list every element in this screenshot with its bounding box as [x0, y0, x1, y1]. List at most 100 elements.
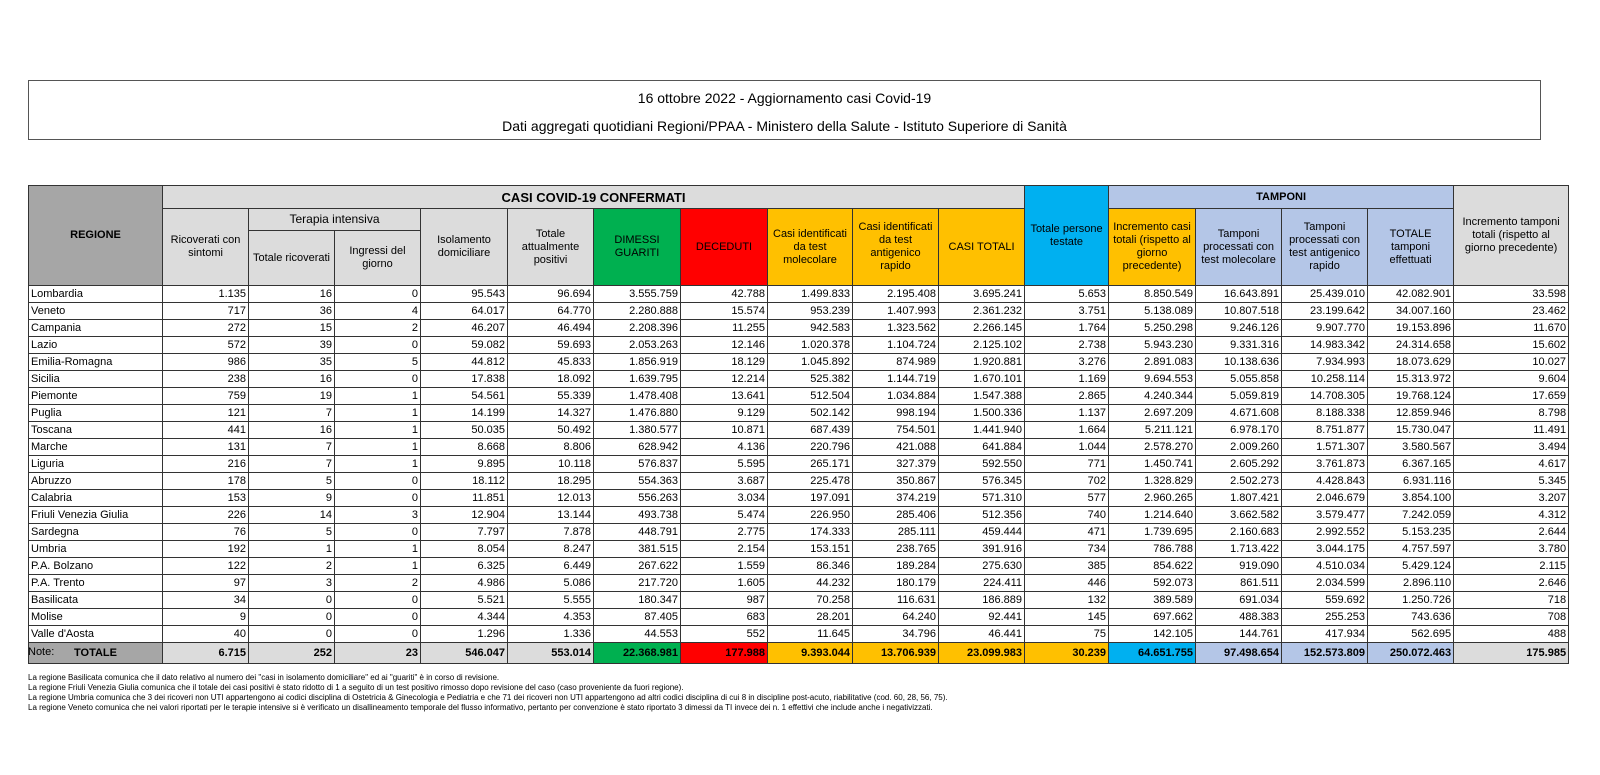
- report-subtitle: Dati aggregati quotidiani Regioni/PPAA -…: [502, 118, 1067, 134]
- cell-isolamento: 12.904: [420, 506, 508, 524]
- cell-totale-ricoverati: 15: [248, 319, 335, 337]
- cell-dimessi: 44.553: [593, 625, 681, 643]
- cell-ricoverati: 122: [162, 557, 249, 575]
- header-tamponi-molecolare: Tamponi processati con test molecolare: [1195, 208, 1283, 286]
- cell-tamponi-totale: 6.367.165: [1367, 455, 1455, 473]
- cell-molecolare: 942.583: [767, 319, 853, 337]
- cell-molecolare: 1.045.892: [767, 353, 853, 371]
- cell-totale-ricoverati: 0: [248, 608, 335, 626]
- cell-tamponi-molecolare: 16.643.891: [1195, 285, 1283, 303]
- total-casi-totali: 23.099.983: [937, 642, 1026, 664]
- cell-antigenico: 1.104.724: [852, 336, 939, 354]
- cell-tamponi-totale: 18.073.629: [1367, 353, 1455, 371]
- cell-regione: Liguria: [28, 455, 163, 473]
- table-row: Campania 272 15 2 46.207 46.494 2.208.396 11.25…: [28, 319, 1570, 337]
- cell-tamponi-antigenico: 2.992.552: [1281, 523, 1369, 541]
- cell-molecolare: 1.499.833: [767, 285, 853, 303]
- cell-deceduti: 2.775: [680, 523, 768, 541]
- total-dimessi: 22.368.981: [593, 642, 681, 664]
- cell-totale-positivi: 8.806: [507, 438, 594, 456]
- cell-ingressi: 5: [334, 353, 421, 371]
- cell-incremento-casi: 740: [1024, 506, 1110, 524]
- note-item: La regione Umbria comunica che 3 dei ric…: [28, 693, 948, 702]
- cell-casi-totali: 571.310: [937, 489, 1026, 507]
- cell-totale-positivi: 46.494: [507, 319, 594, 337]
- header-deceduti: DECEDUTI: [680, 208, 768, 286]
- cell-totale-positivi: 14.327: [507, 404, 594, 422]
- cell-molecolare: 512.504: [767, 387, 853, 405]
- header-molecolare: Casi identificati da test molecolare: [767, 208, 853, 286]
- cell-antigenico: 1.323.562: [852, 319, 939, 337]
- cell-ingressi: 0: [334, 625, 421, 643]
- cell-tamponi-antigenico: 9.907.770: [1281, 319, 1369, 337]
- header-incremento-tamponi: Incremento tamponi totali (rispetto al g…: [1453, 185, 1570, 286]
- cell-dimessi: 2.208.396: [593, 319, 681, 337]
- cell-tamponi-totale: 2.896.110: [1367, 574, 1455, 592]
- cell-incremento-casi: 1.664: [1024, 421, 1110, 439]
- cell-casi-totali: 2.266.145: [937, 319, 1026, 337]
- cell-regione: P.A. Bolzano: [28, 557, 163, 575]
- cell-totale-positivi: 8.247: [507, 540, 594, 558]
- cell-antigenico: 874.989: [852, 353, 939, 371]
- table-row: Valle d'Aosta 40 0 0 1.296 1.336 44.553 552 11.6…: [28, 625, 1570, 643]
- cell-totale-ricoverati: 14: [248, 506, 335, 524]
- cell-ricoverati: 153: [162, 489, 249, 507]
- total-tamponi-molecolare: 97.498.654: [1195, 642, 1283, 664]
- cell-ricoverati: 121: [162, 404, 249, 422]
- cell-incremento-tamponi: 3.207: [1453, 489, 1570, 507]
- cell-dimessi: 1.856.919: [593, 353, 681, 371]
- cell-totale-ricoverati: 1: [248, 540, 335, 558]
- cell-casi-totali: 1.547.388: [937, 387, 1026, 405]
- cell-isolamento: 1.296: [420, 625, 508, 643]
- cell-casi-totali: 641.884: [937, 438, 1026, 456]
- cell-isolamento: 4.344: [420, 608, 508, 626]
- cell-incremento-tamponi: 2.115: [1453, 557, 1570, 575]
- cell-regione: Basilicata: [28, 591, 163, 609]
- cell-tamponi-totale: 7.242.059: [1367, 506, 1455, 524]
- cell-incremento-casi: 471: [1024, 523, 1110, 541]
- cell-molecolare: 226.950: [767, 506, 853, 524]
- cell-incremento-tamponi: 2.644: [1453, 523, 1570, 541]
- cell-isolamento: 4.986: [420, 574, 508, 592]
- cell-totale-ricoverati: 5: [248, 523, 335, 541]
- cell-dimessi: 2.280.888: [593, 302, 681, 320]
- cell-regione: Puglia: [28, 404, 163, 422]
- cell-isolamento: 8.668: [420, 438, 508, 456]
- cell-totale-positivi: 13.144: [507, 506, 594, 524]
- note-item: La regione Friuli Venezia Giulia comunic…: [28, 683, 684, 692]
- cell-deceduti: 42.788: [680, 285, 768, 303]
- cell-totale-positivi: 96.694: [507, 285, 594, 303]
- cell-incremento-tamponi: 8.798: [1453, 404, 1570, 422]
- totals-row: TOTALE 6.715 252 23 546.047 553.014 22.368.981…: [28, 642, 1570, 664]
- cell-ingressi: 1: [334, 540, 421, 558]
- table-row: Piemonte 759 19 1 54.561 55.339 1.478.408 13.64…: [28, 387, 1570, 405]
- table-row: Lazio 572 39 0 59.082 59.693 2.053.263 12.146 1.…: [28, 336, 1570, 354]
- total-incremento-tamponi: 175.985: [1453, 642, 1570, 664]
- cell-ricoverati: 572: [162, 336, 249, 354]
- cell-tamponi-antigenico: 2.046.679: [1281, 489, 1369, 507]
- header-totale-positivi: Totale attualmente positivi: [507, 208, 594, 286]
- cell-persone-testate: 854.622: [1108, 557, 1197, 575]
- cell-incremento-tamponi: 3.780: [1453, 540, 1570, 558]
- cell-molecolare: 174.333: [767, 523, 853, 541]
- cell-tamponi-totale: 15.313.972: [1367, 370, 1455, 388]
- cell-ingressi: 1: [334, 438, 421, 456]
- note-item: La regione Basilicata comunica che il da…: [28, 673, 500, 682]
- cell-incremento-casi: 2.865: [1024, 387, 1110, 405]
- table-row: Sardegna 76 5 0 7.797 7.878 448.791 2.775 174.33…: [28, 523, 1570, 541]
- cell-tamponi-antigenico: 10.258.114: [1281, 370, 1369, 388]
- cell-tamponi-totale: 6.931.116: [1367, 472, 1455, 490]
- cell-tamponi-molecolare: 861.511: [1195, 574, 1283, 592]
- cell-deceduti: 18.129: [680, 353, 768, 371]
- cell-incremento-tamponi: 708: [1453, 608, 1570, 626]
- cell-tamponi-molecolare: 2.009.260: [1195, 438, 1283, 456]
- cell-incremento-tamponi: 3.494: [1453, 438, 1570, 456]
- cell-isolamento: 17.838: [420, 370, 508, 388]
- cell-dimessi: 628.942: [593, 438, 681, 456]
- table-row: Veneto 717 36 4 64.017 64.770 2.280.888 15.574 9…: [28, 302, 1570, 320]
- cell-ricoverati: 40: [162, 625, 249, 643]
- cell-ricoverati: 226: [162, 506, 249, 524]
- cell-incremento-tamponi: 33.598: [1453, 285, 1570, 303]
- cell-totale-positivi: 50.492: [507, 421, 594, 439]
- cell-molecolare: 153.151: [767, 540, 853, 558]
